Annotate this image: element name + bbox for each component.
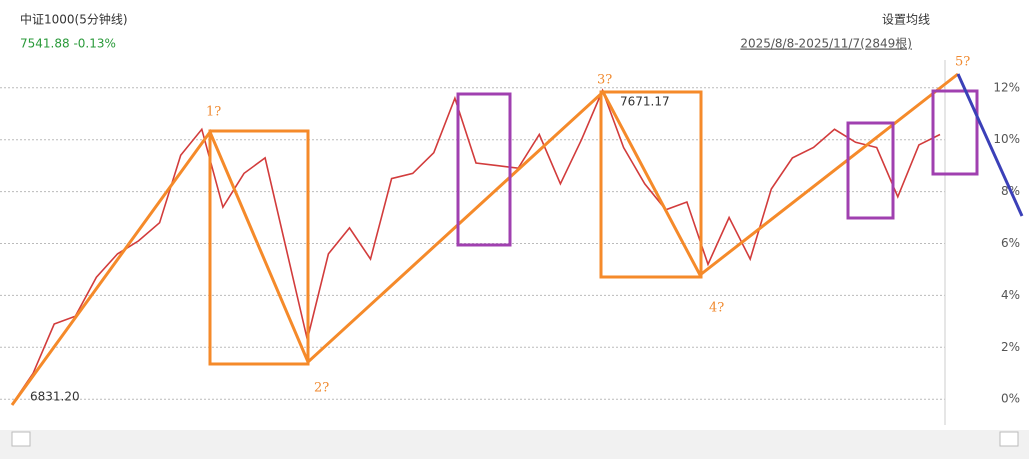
chart-title: 中证1000(5分钟线) [20,12,128,27]
y-tick-label: 0% [1001,392,1020,406]
annotations [10,72,1024,406]
box [599,90,703,279]
box [456,92,512,247]
high-label: 7671.17 [620,95,670,109]
y-tick-label: 2% [1001,340,1020,354]
price-line [11,88,941,405]
low-label: 6831.20 [30,390,80,404]
quote: 7541.88 -0.13% [20,37,116,51]
settings-button[interactable]: 设置均线 [882,13,930,27]
wave-label: 5? [955,55,970,70]
wave-label: 4? [709,301,724,316]
y-tick-label: 4% [1001,288,1020,302]
y-tick-label: 10% [993,132,1020,146]
box [208,129,310,366]
scroll-bar[interactable] [0,430,1029,459]
projection-line [956,73,1024,217]
wave-line [10,72,959,406]
scroll-left[interactable] [11,431,31,447]
date-range[interactable]: 2025/8/8-2025/11/7(2849根) [740,37,912,51]
scroll-right[interactable] [999,431,1019,447]
box [846,121,895,220]
y-tick-label: 6% [1001,236,1020,250]
wave-label: 1? [206,105,221,120]
wave-label: 3? [597,73,612,88]
y-tick-label: 12% [993,80,1020,94]
box [931,89,979,176]
wave-label: 2? [314,381,329,396]
